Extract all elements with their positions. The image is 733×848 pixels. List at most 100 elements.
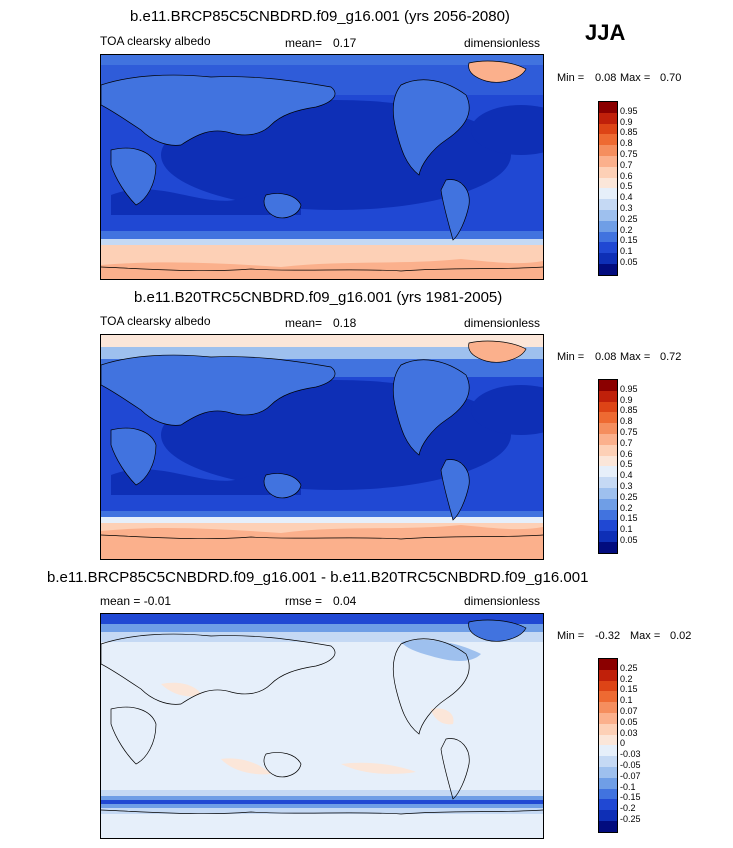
colorbar-tick-label: 0.1 <box>620 246 633 257</box>
colorbar-segment <box>599 777 617 789</box>
min-label: Min = <box>557 630 585 642</box>
max-label: Max = <box>620 351 651 363</box>
colorbar-segment <box>599 799 617 811</box>
colorbar-segment <box>599 401 617 413</box>
colorbar-tick-label: 0.3 <box>620 203 633 213</box>
colorbar-segment <box>599 712 617 724</box>
season-label: JJA <box>585 20 626 45</box>
colorbar-segment <box>599 766 617 778</box>
colorbar-segment <box>599 423 617 434</box>
colorbar <box>598 379 618 554</box>
colorbar-segment <box>599 112 617 124</box>
colorbar-tick-label: 0.9 <box>620 116 633 127</box>
colorbar-tick-label: 0.8 <box>620 416 633 427</box>
colorbar-segment <box>599 723 617 735</box>
colorbar-tick-label: 0.2 <box>620 502 633 513</box>
max-value: 0.02 <box>670 630 692 642</box>
colorbar-tick-label: 0.9 <box>620 394 633 405</box>
map-field <box>101 335 543 559</box>
mean-label: mean= <box>285 36 323 50</box>
units-label: dimensionless <box>464 594 541 608</box>
colorbar-tick-label: -0.2 <box>620 803 636 814</box>
colorbar-tick-label: 0.7 <box>620 159 633 170</box>
colorbar-tick-label: -0.05 <box>620 760 641 770</box>
colorbar-segment <box>599 820 617 832</box>
min-label: Min = <box>557 72 585 84</box>
panel-title: b.e11.BRCP85C5CNBDRD.f09_g16.001 - b.e11… <box>47 569 589 586</box>
min-value: 0.08 <box>595 351 617 363</box>
colorbar-tick-label: -0.07 <box>620 770 641 781</box>
colorbar-tick-label: 0.85 <box>620 405 638 416</box>
colorbar-segment <box>599 477 617 488</box>
colorbar-tick-label: 0.15 <box>620 235 638 246</box>
colorbar-segment <box>599 810 617 821</box>
colorbar-tick-label: 0.1 <box>620 524 633 535</box>
colorbar-segment <box>599 691 617 703</box>
mean-label: mean = -0.01 <box>100 594 172 608</box>
colorbar-segment <box>599 498 617 510</box>
colorbar-segment <box>599 466 617 478</box>
difference-map <box>100 613 544 839</box>
mean-value: 0.18 <box>333 316 357 330</box>
colorbar-segment <box>599 433 617 445</box>
mean-label: mean= <box>285 316 323 330</box>
colorbar-tick-label: 0.03 <box>620 727 638 738</box>
colorbar-tick-label: 0.85 <box>620 127 638 138</box>
colorbar-tick-label: 0.5 <box>620 459 633 470</box>
colorbar-tick-label: -0.03 <box>620 749 641 760</box>
albedo-map <box>100 54 544 280</box>
colorbar-segment <box>599 412 617 424</box>
colorbar <box>598 658 618 833</box>
units-label: dimensionless <box>464 36 541 50</box>
colorbar-tick-label: 0.95 <box>620 383 638 394</box>
colorbar-segment <box>599 199 617 210</box>
colorbar-segment <box>599 669 617 681</box>
units-label: dimensionless <box>464 316 541 330</box>
colorbar-tick-label: 0.05 <box>620 535 638 545</box>
colorbar-segment <box>599 659 617 670</box>
colorbar-tick-label: 0.15 <box>620 684 638 695</box>
colorbar-segment <box>599 220 617 232</box>
colorbar-segment <box>599 253 617 264</box>
colorbar-segment <box>599 155 617 167</box>
colorbar-tick-label: 0.75 <box>620 427 638 437</box>
colorbar-segment <box>599 390 617 402</box>
min-value: 0.08 <box>595 72 617 84</box>
max-value: 0.72 <box>660 351 682 363</box>
max-value: 0.70 <box>660 72 682 84</box>
colorbar-segment <box>599 123 617 135</box>
colorbar-tick-label: 0 <box>620 738 626 749</box>
colorbar-tick-label: 0.75 <box>620 149 638 159</box>
colorbar-segment <box>599 702 617 713</box>
colorbar-tick-label: -0.25 <box>620 814 641 824</box>
colorbar-tick-label: 0.15 <box>620 513 638 524</box>
colorbar-segment <box>599 188 617 200</box>
colorbar-segment <box>599 380 617 391</box>
colorbar-tick-label: 0.3 <box>620 481 633 491</box>
colorbar-segment <box>599 231 617 243</box>
colorbar-segment <box>599 509 617 521</box>
colorbar-tick-label: 0.7 <box>620 437 633 448</box>
mean-value: 0.17 <box>333 36 357 50</box>
colorbar-tick-label: 0.95 <box>620 105 638 116</box>
colorbar-tick-label: -0.15 <box>620 792 641 803</box>
colorbar-segment <box>599 745 617 757</box>
colorbar-tick-label: 0.2 <box>620 224 633 235</box>
max-label: Max = <box>630 630 661 642</box>
colorbar-segment <box>599 788 617 800</box>
colorbar-tick-label: 0.07 <box>620 706 638 716</box>
colorbar-tick-label: 0.05 <box>620 257 638 267</box>
colorbar-segment <box>599 680 617 692</box>
map-field <box>101 614 543 838</box>
colorbar-tick-label: 0.25 <box>620 491 638 502</box>
min-value: -0.32 <box>595 630 621 642</box>
colorbar-segment <box>599 531 617 542</box>
colorbar-segment <box>599 145 617 156</box>
colorbar-tick-label: 0.4 <box>620 470 633 481</box>
colorbar-segment <box>599 242 617 254</box>
colorbar-segment <box>599 444 617 456</box>
colorbar-tick-label: 0.05 <box>620 716 638 727</box>
colorbar-segment <box>599 177 617 189</box>
max-label: Max = <box>620 72 651 84</box>
colorbar-segment <box>599 520 617 532</box>
